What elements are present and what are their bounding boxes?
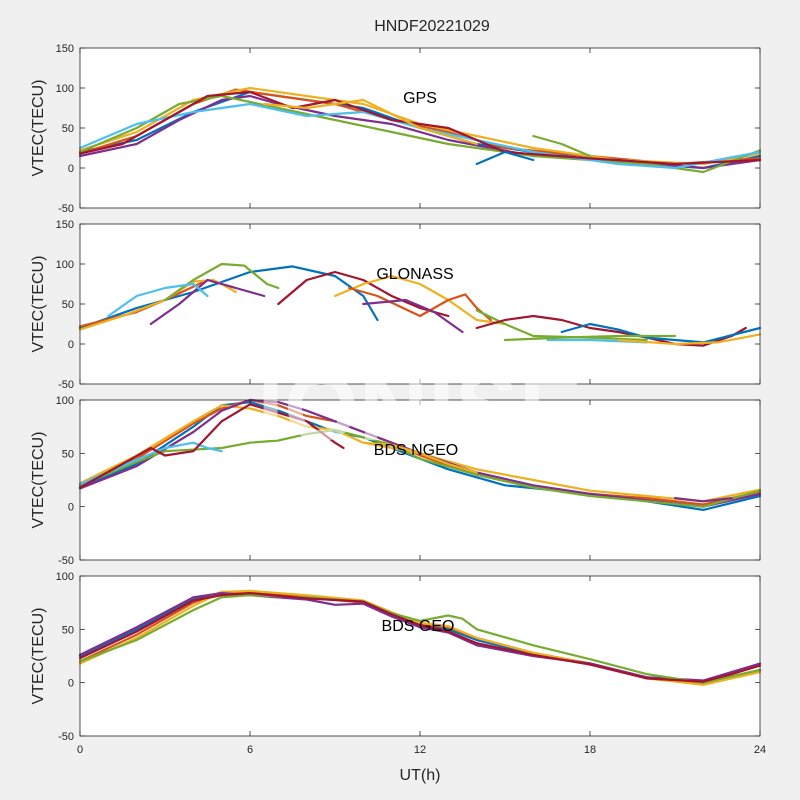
- series-line: [78, 265, 379, 330]
- series-line: [149, 278, 266, 326]
- y-axis-label: VTEC(TECU): [30, 256, 47, 353]
- series-line: [673, 497, 733, 503]
- subplot-3: -50 0 50 100 VTEC(TECU) BDS NGEO: [30, 395, 762, 567]
- x-axis-label: UT(h): [400, 767, 441, 784]
- y-tick-label: -50: [58, 203, 74, 215]
- watermark-text: IONISE: [257, 354, 582, 461]
- series-line: [362, 441, 478, 474]
- y-axis-label: VTEC(TECU): [30, 80, 47, 177]
- series-line: [107, 282, 209, 318]
- x-tick-label: 6: [247, 744, 253, 756]
- y-tick-label: 0: [68, 678, 74, 690]
- y-tick-label: 100: [56, 83, 74, 95]
- x-tick-label: 0: [77, 744, 83, 756]
- series-line: [475, 309, 648, 342]
- series-line: [263, 98, 478, 146]
- series-line: [78, 594, 762, 684]
- x-tick-label: 24: [754, 744, 766, 756]
- y-tick-label: 100: [56, 259, 74, 271]
- y-tick-label: 50: [62, 123, 74, 135]
- subplot-2: -50 0 50 100 150 VTEC(TECU) GLONASS: [30, 219, 762, 391]
- series-line: [503, 334, 677, 342]
- y-tick-label: 0: [68, 502, 74, 514]
- plot-area: [80, 224, 760, 384]
- series-line: [560, 322, 762, 344]
- figure-title: HNDF20221029: [374, 18, 490, 35]
- x-tick-label: 12: [414, 744, 426, 756]
- plot-area: [80, 576, 760, 736]
- y-tick-label: 50: [62, 448, 74, 460]
- y-tick-label: -50: [58, 555, 74, 567]
- y-axis-label: VTEC(TECU): [30, 432, 47, 529]
- panel-annotation: BDS GEO: [382, 618, 455, 635]
- series-line: [78, 404, 762, 503]
- series-line: [163, 262, 280, 302]
- series-line: [277, 270, 450, 318]
- y-axis-label: VTEC(TECU): [30, 608, 47, 705]
- series-line: [78, 94, 762, 174]
- y-tick-label: 50: [62, 299, 74, 311]
- series-line: [78, 90, 762, 166]
- y-tick-label: -50: [58, 731, 74, 743]
- y-tick-label: 0: [68, 163, 74, 175]
- series-line: [362, 298, 464, 334]
- series-line: [78, 403, 345, 489]
- y-tick-label: 150: [56, 219, 74, 231]
- subplot-1: -50 0 50 100 150 VTEC(TECU) GPS: [30, 43, 762, 215]
- series-line: [333, 274, 507, 326]
- y-tick-label: 50: [62, 624, 74, 636]
- series-line: [78, 428, 762, 508]
- y-tick-label: -50: [58, 379, 74, 391]
- y-tick-label: 0: [68, 339, 74, 351]
- x-tick-label: 18: [584, 744, 596, 756]
- series-line: [475, 150, 535, 166]
- series-line: [532, 134, 592, 158]
- y-tick-label: 100: [56, 571, 74, 583]
- y-tick-label: 150: [56, 43, 74, 55]
- series-line: [78, 398, 762, 508]
- series-line: [78, 441, 223, 486]
- panel-annotation: GPS: [403, 90, 437, 107]
- series-line: [78, 592, 762, 683]
- series-line: [348, 286, 492, 322]
- panel-annotation: GLONASS: [376, 266, 453, 283]
- series-line: [617, 333, 762, 346]
- panel-annotation: BDS NGEO: [374, 442, 458, 459]
- y-tick-label: 100: [56, 395, 74, 407]
